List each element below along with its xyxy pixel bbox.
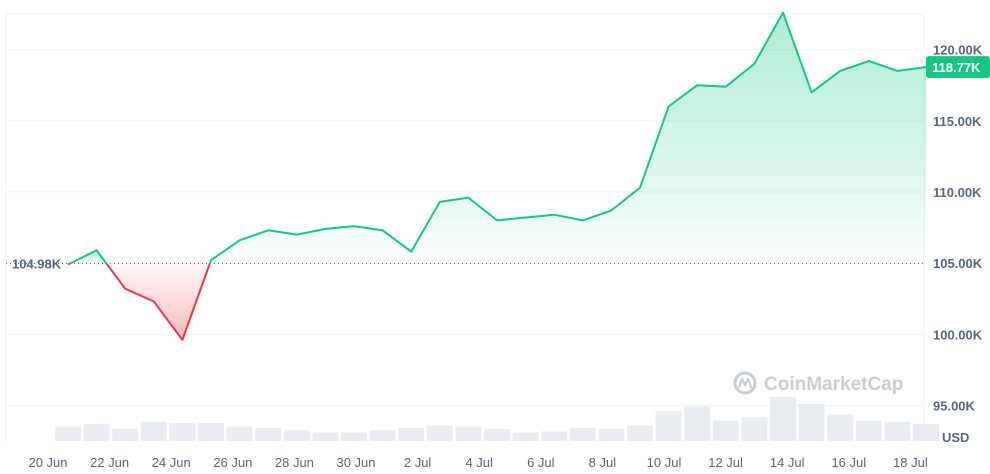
y-tick-label: 115.00K xyxy=(933,114,982,129)
coinmarketcap-logo-icon xyxy=(733,371,757,395)
x-tick-label: 14 Jul xyxy=(770,455,805,470)
current-price-badge xyxy=(926,56,990,79)
volume-bar xyxy=(598,429,625,441)
volume-bar xyxy=(341,432,367,441)
x-tick-label: 6 Jul xyxy=(527,455,555,470)
volume-bar xyxy=(827,414,854,441)
x-tick-label: 4 Jul xyxy=(465,455,493,470)
volume-bar xyxy=(684,406,711,441)
x-tick-label: 26 Jun xyxy=(213,455,252,470)
volume-bar xyxy=(283,430,310,441)
watermark-text: CoinMarketCap xyxy=(764,374,903,395)
volume-bar xyxy=(198,423,224,441)
volume-bar xyxy=(83,424,110,441)
x-tick-label: 12 Jul xyxy=(708,455,743,470)
volume-bar xyxy=(484,429,510,441)
price-line-down xyxy=(105,262,211,341)
volume-bar xyxy=(770,396,796,441)
volume-bar xyxy=(855,420,882,441)
volume-bar xyxy=(798,403,825,441)
volume-bar xyxy=(512,432,539,441)
baseline-label: 104.98K xyxy=(12,256,62,271)
volume-bar xyxy=(627,425,653,441)
y-tick-label: 95.00K xyxy=(933,398,976,413)
price-line-up xyxy=(208,11,927,264)
price-line-up xyxy=(69,249,108,265)
volume-bar xyxy=(255,427,282,441)
volume-bar xyxy=(655,411,682,441)
volume-bar xyxy=(112,429,139,441)
watermark: CoinMarketCap xyxy=(733,371,903,395)
y-tick-label: 120.00K xyxy=(933,43,983,58)
volume-bar xyxy=(455,426,482,441)
volume-bar xyxy=(55,426,81,441)
x-tick-label: 24 Jun xyxy=(152,455,191,470)
x-tick-label: 8 Jul xyxy=(589,455,617,470)
x-tick-label: 2 Jul xyxy=(404,455,432,470)
volume-bar xyxy=(712,420,739,441)
volume-bar xyxy=(741,417,768,441)
volume-bar xyxy=(541,431,568,441)
price-area-down xyxy=(106,263,210,340)
x-tick-label: 10 Jul xyxy=(647,455,682,470)
volume-bar xyxy=(140,421,167,441)
currency-unit-label: USD xyxy=(942,430,969,445)
volume-bar xyxy=(569,427,596,441)
volume-bar xyxy=(426,425,453,441)
price-area-up xyxy=(70,250,107,264)
x-tick-label: 22 Jun xyxy=(90,455,129,470)
y-tick-label: 110.00K xyxy=(933,185,982,200)
volume-bar xyxy=(226,426,253,441)
y-tick-label: 105.00K xyxy=(933,256,983,271)
y-tick-label: 100.00K xyxy=(933,327,983,342)
volume-bar xyxy=(169,423,196,441)
price-area-up xyxy=(209,12,926,264)
volume-bar xyxy=(398,427,425,441)
volume-bar xyxy=(884,421,911,441)
current-price-label: 118.77K xyxy=(932,60,981,75)
x-tick-label: 18 Jul xyxy=(893,455,928,470)
volume-bar xyxy=(913,424,939,441)
volume-bar xyxy=(369,430,396,441)
x-tick-label: 28 Jun xyxy=(275,455,314,470)
x-tick-label: 20 Jun xyxy=(28,455,67,470)
volume-bar xyxy=(312,432,339,441)
x-tick-label: 30 Jun xyxy=(336,455,375,470)
x-tick-label: 16 Jul xyxy=(831,455,866,470)
price-line-down xyxy=(67,262,71,266)
